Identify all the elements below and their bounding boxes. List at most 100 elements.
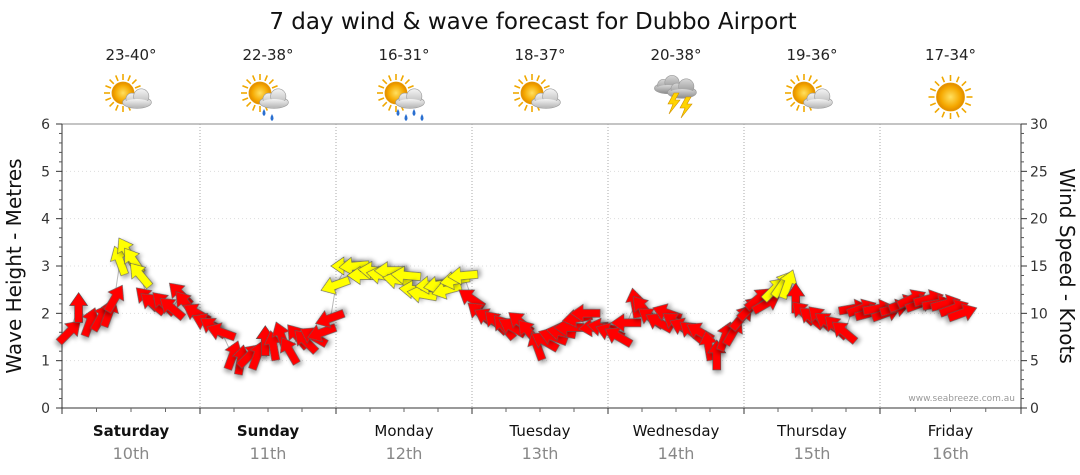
- temperature-range: 20-38°: [650, 46, 701, 64]
- sun-ray: [808, 75, 813, 82]
- wind-arrows: [55, 237, 978, 376]
- wind-arrow: [320, 275, 351, 295]
- day-date-label: 13th: [522, 444, 559, 463]
- sun-ray: [795, 104, 800, 111]
- wind-arrow: [103, 284, 125, 314]
- day-name-label: Wednesday: [633, 422, 720, 440]
- right-tick-label: 10: [1030, 306, 1048, 322]
- day-name-label: Saturday: [93, 422, 170, 440]
- rain-drop: [404, 114, 408, 121]
- sun-ray: [114, 104, 119, 111]
- sun-ray: [251, 75, 256, 82]
- sun-ray: [941, 111, 946, 118]
- sun-ray: [105, 84, 112, 89]
- left-tick-label: 1: [41, 354, 50, 370]
- sun-ray: [955, 111, 960, 118]
- partly-cloudy-icon: [785, 74, 833, 112]
- sun-disc: [936, 82, 965, 112]
- sun-ray: [789, 78, 796, 85]
- partly-cloudy-icon: [104, 74, 152, 112]
- left-axis-label: Wave Height - Metres: [2, 158, 26, 373]
- wind-arrow: [206, 322, 237, 342]
- sun-ray: [789, 101, 796, 108]
- cloud-shape: [259, 88, 289, 109]
- sun-ray: [245, 101, 252, 108]
- wind-arrow: [55, 320, 81, 346]
- showers-icon: [241, 74, 289, 121]
- wind-arrow: [569, 303, 601, 323]
- right-tick-label: 15: [1030, 259, 1048, 275]
- sun-ray: [381, 101, 388, 108]
- day-name-label: Thursday: [776, 422, 847, 440]
- cloud-fill: [124, 99, 150, 108]
- wind-arrow: [159, 297, 187, 322]
- sun-ray: [404, 78, 411, 85]
- sun-ray: [114, 75, 119, 82]
- right-tick-label: 0: [1030, 401, 1039, 417]
- sun-ray: [264, 75, 269, 82]
- sun-ray: [941, 76, 946, 83]
- sun-ray: [387, 104, 392, 111]
- cloud-shape: [122, 88, 152, 109]
- sun-ray: [378, 84, 385, 89]
- day-date-label: 12th: [386, 444, 423, 463]
- rain-drop: [420, 114, 424, 121]
- sun-ray: [786, 97, 793, 102]
- left-tick-label: 4: [41, 212, 50, 228]
- sun-ray: [961, 107, 967, 114]
- cloud-fill: [533, 99, 559, 108]
- left-tick-label: 5: [41, 164, 50, 180]
- right-axis: 0 5 10 15 20 25 30: [1020, 117, 1048, 417]
- sun-ray: [786, 84, 793, 89]
- sun-ray: [108, 78, 115, 85]
- rain-drop: [412, 109, 416, 116]
- wind-arrow: [130, 262, 154, 290]
- partly-cloudy-icon: [513, 74, 561, 112]
- right-tick-label: 30: [1030, 117, 1048, 133]
- cloud-fill: [805, 99, 831, 108]
- sun-ray: [381, 78, 388, 85]
- watermark: www.seabreeze.com.au: [908, 394, 1015, 404]
- day-date-label: 11th: [250, 444, 287, 463]
- sun-ray: [795, 75, 800, 82]
- sun-ray: [271, 84, 278, 89]
- sun-ray: [514, 97, 521, 102]
- rain-drop: [396, 109, 400, 116]
- sun-ray: [378, 97, 385, 102]
- cloud-shape: [531, 88, 561, 109]
- temperature-range: 18-37°: [514, 46, 565, 64]
- lightning-bolt: [679, 96, 693, 119]
- sun-ray: [523, 104, 528, 111]
- cloud-shape: [803, 88, 833, 109]
- day-date-label: 15th: [794, 444, 831, 463]
- wind-arrow: [306, 323, 338, 343]
- x-axis: Saturday 10th Sunday 11th Monday 12th Tuesday 1…: [61, 407, 1022, 463]
- rain-drop: [262, 109, 266, 116]
- sun-ray: [242, 84, 249, 89]
- left-tick-label: 3: [41, 259, 50, 275]
- sun-ray: [134, 84, 141, 89]
- sun-ray: [540, 78, 547, 85]
- wind-arrow: [447, 266, 479, 286]
- cloud-fill: [397, 99, 423, 108]
- sun-ray: [517, 101, 524, 108]
- day-date-label: 16th: [932, 444, 969, 463]
- left-tick-label: 2: [41, 306, 50, 322]
- sun-ray: [934, 107, 940, 114]
- rain-drop: [270, 114, 274, 121]
- sun-ray: [387, 75, 392, 82]
- right-tick-label: 20: [1030, 212, 1048, 228]
- right-axis-label: Wind Speed - Knots: [1055, 168, 1079, 364]
- chart-title: 7 day wind & wave forecast for Dubbo Air…: [269, 9, 796, 35]
- wind-arrow: [390, 265, 422, 285]
- rain-icon: [377, 74, 425, 121]
- sun-ray: [407, 84, 414, 89]
- wind-arrow: [280, 336, 301, 366]
- right-tick-label: 5: [1030, 354, 1039, 370]
- day-date-label: 10th: [113, 444, 150, 463]
- sun-ray: [536, 75, 541, 82]
- sun-ray: [245, 78, 252, 85]
- day-name-label: Tuesday: [508, 422, 570, 440]
- sun-ray: [242, 97, 249, 102]
